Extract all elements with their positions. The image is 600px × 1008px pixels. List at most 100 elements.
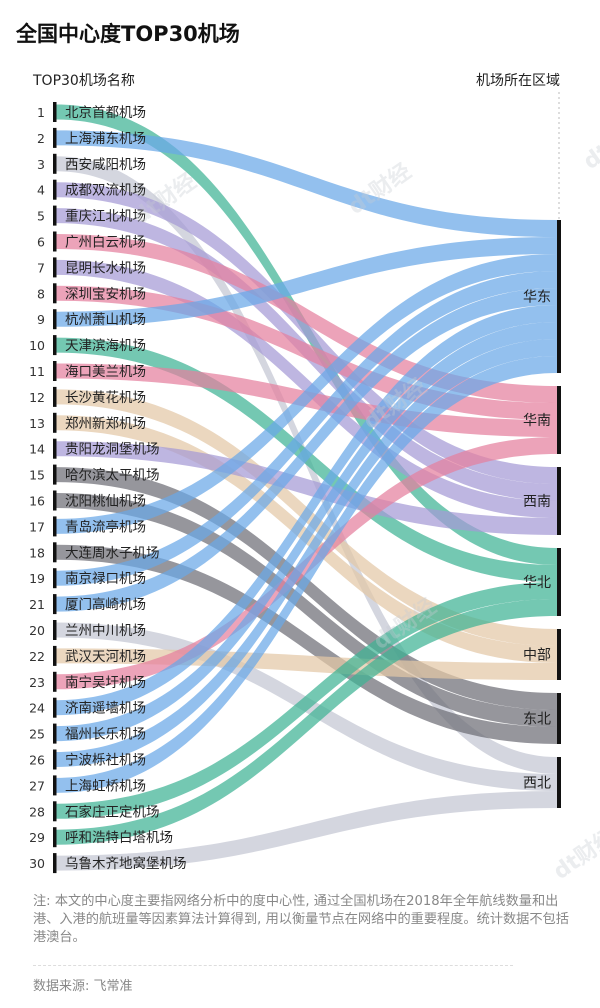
airport-rank: 28 bbox=[29, 804, 45, 819]
airport-tick bbox=[53, 361, 57, 381]
region-bar bbox=[557, 548, 561, 616]
airport-name: 沈阳桃仙机场 bbox=[65, 494, 146, 510]
airport-name: 南宁吴圩机场 bbox=[65, 674, 146, 691]
flow-band bbox=[56, 467, 557, 710]
airport-name: 青岛流亭机场 bbox=[65, 518, 146, 535]
airport-tick bbox=[53, 179, 57, 200]
airport-name: 上海虹桥机场 bbox=[65, 778, 146, 794]
airport-name: 天津滨海机场 bbox=[65, 338, 146, 354]
flow-band bbox=[56, 130, 557, 237]
airport-tick bbox=[53, 257, 57, 278]
airport-tick bbox=[53, 386, 57, 407]
airport-name: 贵阳龙洞堡机场 bbox=[65, 442, 160, 458]
airport-name: 上海浦东机场 bbox=[65, 131, 146, 147]
airport-rank: 1 bbox=[37, 105, 45, 120]
airport-rank: 29 bbox=[29, 830, 45, 845]
airport-rank: 10 bbox=[29, 338, 45, 353]
flow-band bbox=[56, 234, 557, 403]
data-source: 数据来源: 飞常准 bbox=[33, 979, 133, 994]
airport-tick bbox=[53, 749, 57, 770]
airport-rank: 21 bbox=[29, 597, 45, 612]
right-column-header: 机场所在区域 bbox=[476, 73, 560, 89]
airport-rank: 11 bbox=[29, 364, 45, 379]
flow-band bbox=[56, 237, 557, 327]
region-label: 中部 bbox=[523, 648, 551, 664]
airport-rank: 24 bbox=[29, 701, 45, 716]
airport-tick bbox=[53, 594, 57, 615]
flow-band bbox=[56, 156, 557, 775]
airport-tick bbox=[53, 309, 57, 330]
flow-band bbox=[56, 288, 557, 612]
airport-name: 哈尔滨太平机场 bbox=[65, 468, 160, 484]
flow-band bbox=[56, 259, 557, 518]
airport-rank: 19 bbox=[29, 571, 45, 586]
airport-rank: 15 bbox=[29, 468, 45, 483]
airport-tick bbox=[53, 490, 57, 511]
airport-tick bbox=[53, 516, 57, 537]
airport-rank: 16 bbox=[29, 494, 45, 509]
airport-rank: 20 bbox=[29, 623, 45, 638]
flow-band bbox=[56, 271, 557, 586]
airport-name: 长沙黄花机场 bbox=[65, 390, 146, 406]
airport-tick bbox=[53, 335, 57, 356]
airport-name: 兰州中川机场 bbox=[65, 623, 146, 639]
airport-rank: 23 bbox=[29, 675, 45, 690]
flow-band bbox=[56, 493, 557, 727]
airport-tick bbox=[53, 127, 57, 148]
flow-group bbox=[56, 104, 557, 871]
airport-tick bbox=[53, 801, 57, 822]
airport-name: 福州长乐机场 bbox=[65, 727, 146, 743]
airport-rank: 26 bbox=[29, 753, 45, 768]
airport-tick bbox=[53, 568, 57, 589]
airport-name: 杭州萧山机场 bbox=[65, 312, 146, 328]
flow-band bbox=[56, 285, 557, 420]
airport-tick bbox=[53, 231, 57, 252]
airport-tick bbox=[53, 671, 57, 692]
airport-name: 大连周水子机场 bbox=[65, 545, 160, 561]
region-bar bbox=[557, 467, 561, 535]
sankey-chart: 1 北京首都机场 2 上海浦东机场 3 西安咸阳机场 4 成都双流机场 5 重庆江北机场 6 广州白云… bbox=[29, 92, 600, 880]
flow-band bbox=[56, 599, 557, 845]
airport-name: 深圳宝安机场 bbox=[65, 286, 146, 302]
airport-name: 广州白云机场 bbox=[65, 235, 146, 251]
airport-tick bbox=[53, 542, 57, 563]
airport-rank: 7 bbox=[37, 260, 45, 275]
airport-name: 济南遥墙机场 bbox=[65, 701, 146, 717]
region-bar bbox=[557, 386, 561, 454]
region-label: 西北 bbox=[523, 776, 551, 792]
airport-name: 乌鲁木齐地窝堡机场 bbox=[65, 855, 187, 872]
airport-name: 海口美兰机场 bbox=[65, 364, 146, 380]
airport-name: 厦门高崎机场 bbox=[65, 596, 146, 613]
region-label: 东北 bbox=[523, 712, 551, 728]
airport-rank: 5 bbox=[37, 209, 45, 224]
airport-name: 呼和浩特白塔机场 bbox=[65, 830, 173, 846]
region-label: 华北 bbox=[523, 575, 551, 591]
flow-band bbox=[56, 322, 557, 742]
region-label: 华南 bbox=[523, 413, 551, 429]
flow-band bbox=[56, 582, 557, 819]
airport-rank: 13 bbox=[29, 416, 45, 431]
airport-name: 宁波栎社机场 bbox=[65, 752, 146, 769]
airport-tick bbox=[53, 697, 57, 718]
region-bar bbox=[557, 220, 561, 373]
flow-band bbox=[56, 254, 557, 534]
page-title: 全国中心度TOP30机场 bbox=[16, 22, 240, 46]
airport-rank: 9 bbox=[37, 312, 45, 327]
airport-tick bbox=[53, 723, 57, 744]
footnote: 注: 本文的中心度主要指网络分析中的度中心性, 通过全国机场在2018年全年航线… bbox=[33, 894, 569, 945]
airport-name: 南京禄口机场 bbox=[65, 571, 146, 587]
airport-name: 成都双流机场 bbox=[65, 183, 146, 199]
airport-tick bbox=[53, 464, 57, 485]
airport-rank: 12 bbox=[29, 390, 45, 405]
airport-tick bbox=[53, 620, 57, 640]
airport-name: 北京首都机场 bbox=[65, 105, 146, 121]
region-label: 西南 bbox=[523, 494, 551, 510]
airport-tick bbox=[53, 645, 57, 666]
airport-rank: 27 bbox=[29, 778, 45, 793]
left-column-header: TOP30机场名称 bbox=[33, 73, 135, 89]
region-bar bbox=[557, 757, 561, 808]
airport-rank: 17 bbox=[29, 519, 45, 534]
region-bar bbox=[557, 693, 561, 744]
airport-rank: 4 bbox=[37, 183, 45, 198]
region-bar bbox=[557, 629, 561, 680]
